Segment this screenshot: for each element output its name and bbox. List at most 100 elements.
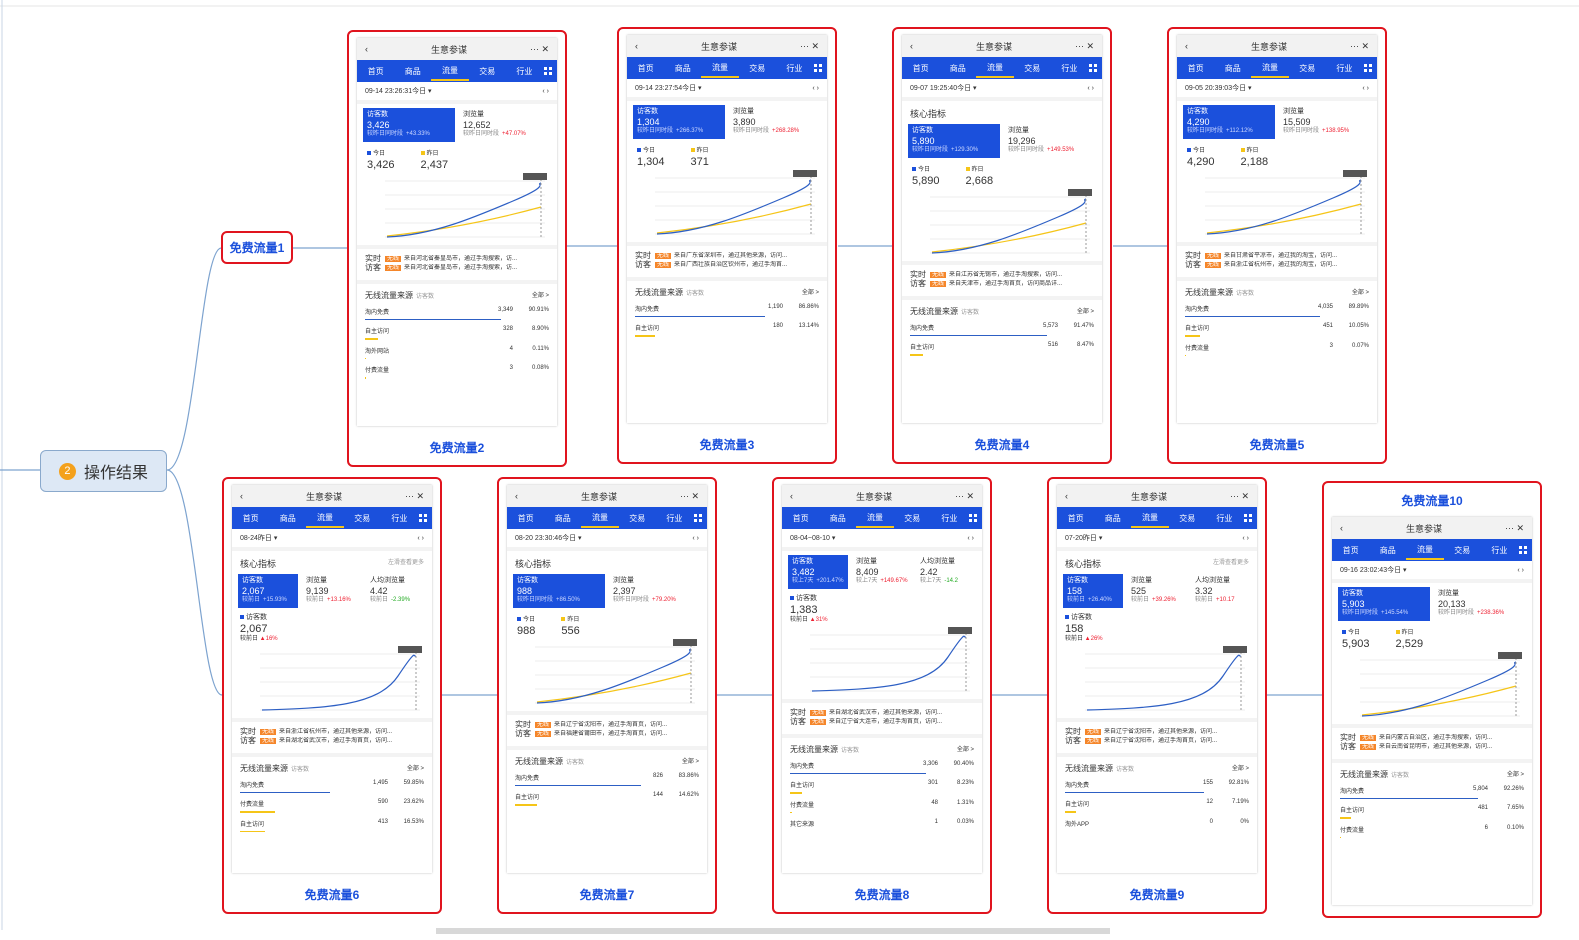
compare-item: 今日 3,426 <box>367 148 395 171</box>
source-name: 付费流量 <box>240 802 265 809</box>
source-pct: 89.89% <box>1348 303 1369 310</box>
sources: 无线流量来源 访客数 全部 > 淘内免费 826 83.86% 自主访问 144 14.62% <box>507 750 707 806</box>
phone-screen: ‹ 生意参谋 ··· ✕ 首页 商品 流量 交易 行业 09-05 20:39:03今日 ▾ ‹ … <box>1177 35 1377 423</box>
tooltip <box>948 626 972 634</box>
root-node[interactable]: 2 操作结果 <box>40 450 167 492</box>
date: 09-05 20:39:03今日 ▾ <box>1185 85 1252 92</box>
date-row: 09-07 19:25:40今日 ▾ ‹ › <box>902 79 1102 101</box>
source-row: 淘内免费 5,573 91.47% <box>910 323 1094 332</box>
metric-change: +79.20% <box>652 597 676 603</box>
realtime-text: 来自浙江省杭州市，通过我的淘宝，访问... <box>1224 262 1338 269</box>
source-pct: 0.11% <box>532 345 549 352</box>
source-pct: 8.23% <box>956 780 974 787</box>
tab: 流量 <box>1251 59 1289 78</box>
app-header: ‹ 生意参谋 ··· ✕ <box>627 35 827 57</box>
back-icon: ‹ <box>240 491 243 501</box>
metric-note: 较昨日同时段 +268.28% <box>733 128 817 136</box>
back-icon: ‹ <box>910 41 913 51</box>
tab: 行业 <box>1216 513 1233 523</box>
source-pct: 23.62% <box>403 799 424 806</box>
source-bar <box>910 334 1048 337</box>
metric-name: 浏览量 <box>463 111 484 118</box>
all-link: 全部 > <box>1351 289 1369 296</box>
realtime-text: 来自河北省秦皇岛市，通过手淘搜索，访... <box>404 265 518 272</box>
phone-screen: ‹ 生意参谋 ··· ✕ 首页 商品 流量 交易 行业 09-14 23:27:54今日 ▾ ‹ … <box>627 35 827 423</box>
date: 09-14 23:27:54今日 ▾ <box>635 85 702 92</box>
realtime-entry: 无线 来自浙江省杭州市，通过其他来源，访问... <box>260 728 392 738</box>
grid-icon <box>814 64 822 78</box>
tab: 商品 <box>554 513 571 523</box>
tab: 商品 <box>1224 63 1241 73</box>
source-name: 淘外APP <box>1065 821 1090 828</box>
date: 07-20昨日 ▾ <box>1065 535 1103 542</box>
tab: 行业 <box>1336 63 1353 73</box>
metric-note: 较昨日同时段 +112.12% <box>1187 128 1271 136</box>
tab: 首页 <box>367 66 384 76</box>
tag: 无线 <box>810 719 827 726</box>
metric-value: 4,290 <box>1187 116 1210 127</box>
card-label: 免费流量4 <box>974 438 1030 452</box>
compare-label-text: 昨日 <box>971 166 984 173</box>
legend-dot <box>517 616 521 621</box>
source-row: 淘内免费 3,306 90.40% <box>790 761 974 770</box>
root-number: 2 <box>58 462 76 480</box>
legend-dot <box>1065 614 1069 619</box>
sources-title-wrap: 无线流量来源 访客数 <box>635 287 704 298</box>
tab-bar: 首页 商品 流量 交易 行业 <box>627 57 827 79</box>
visitor-change: ▲31% <box>808 617 828 623</box>
metric: 浏览量 9,139 较前日 +13.16% <box>302 574 362 608</box>
sources-unit: 访客数 <box>1236 290 1255 297</box>
metric-note-text: 较上7天 <box>856 578 878 584</box>
realtime-text: 来自湖北省武汉市，通过手淘首页，访问... <box>279 738 393 745</box>
source-name: 自主访问 <box>1185 326 1210 333</box>
card-label: 免费流量8 <box>854 888 910 902</box>
date-row: 08-20 23:30:46今日 ▾ ‹ › <box>507 529 707 551</box>
tab: 商品 <box>949 63 966 73</box>
up-arrow: ▲ <box>258 635 266 642</box>
screenshot-card: ‹ 生意参谋 ··· ✕ 首页 商品 流量 交易 行业 09-07 19:25:40今日 ▾ ‹ … <box>892 27 1112 464</box>
core-header: 核心指标 左滑查看更多 <box>1057 551 1257 574</box>
metric-change: +39.26% <box>1152 597 1176 603</box>
source-value: 1,190 <box>767 303 783 310</box>
all-link: 全部 > <box>1076 308 1094 315</box>
realtime-list: 无线 来自浙江省杭州市，通过其他来源，访问... 无线 来自湖北省武汉市，通过手淘首页… <box>260 728 392 747</box>
source-pct: 59.85% <box>403 779 424 786</box>
source-name: 自主访问 <box>1065 802 1090 809</box>
legend-dot <box>561 616 566 621</box>
realtime: 实时访客 无线 来自辽宁省沈阳市，通过其他来源，访问... 无线 来自辽宁省沈阳市，通过… <box>1057 717 1257 757</box>
trend-chart <box>930 188 1092 255</box>
source-name: 淘内免费 <box>1065 782 1090 789</box>
date-row: 07-20昨日 ▾ ‹ › <box>1057 529 1257 551</box>
source-row: 淘内免费 155 92.81% <box>1065 780 1249 789</box>
source-name: 淘内免费 <box>365 309 390 316</box>
compare: 今日 1,304 昨日 371 <box>627 139 827 168</box>
compare-item: 今日 5,890 <box>912 164 940 187</box>
visitor-name-text: 访客数 <box>246 613 267 621</box>
metric-change: +47.07% <box>502 131 526 137</box>
metric: 访客数 2,067 较前日 +15.93% <box>238 574 298 608</box>
metric-value: 5,890 <box>912 135 935 146</box>
tooltip <box>793 169 817 177</box>
date: 09-07 19:25:40今日 ▾ <box>910 85 977 92</box>
yesterday-line <box>386 205 542 237</box>
back-icon: ‹ <box>1065 491 1068 501</box>
app-header: ‹ 生意参谋 ··· ✕ <box>507 485 707 507</box>
compare-value: 988 <box>517 624 536 637</box>
source-value: 3,306 <box>922 760 938 767</box>
legend-dot <box>1240 147 1245 152</box>
app-title: 生意参谋 <box>1130 491 1167 502</box>
compare-item: 昨日 2,188 <box>1240 145 1268 168</box>
metric-name: 访客数 <box>912 127 933 134</box>
realtime: 实时访客 无线 来自甘肃省平凉市，通过我的淘宝，访问... 无线 来自浙江省杭州市，通过… <box>1177 241 1377 281</box>
source-bar <box>790 811 792 814</box>
sources-header: 无线流量来源 访客数 全部 > <box>635 287 819 298</box>
back-icon: ‹ <box>790 491 793 501</box>
tab-bar: 首页 商品 流量 交易 行业 <box>1057 507 1257 529</box>
all-link: 全部 > <box>1231 765 1249 772</box>
metric-name: 访客数 <box>637 108 658 115</box>
sources-title: 无线流量来源 <box>910 306 958 316</box>
metric-note: 较昨日同时段 +149.53% <box>1008 147 1092 155</box>
source-pct: 1.31% <box>956 799 974 806</box>
node[interactable]: 免费流量1 <box>221 231 293 264</box>
